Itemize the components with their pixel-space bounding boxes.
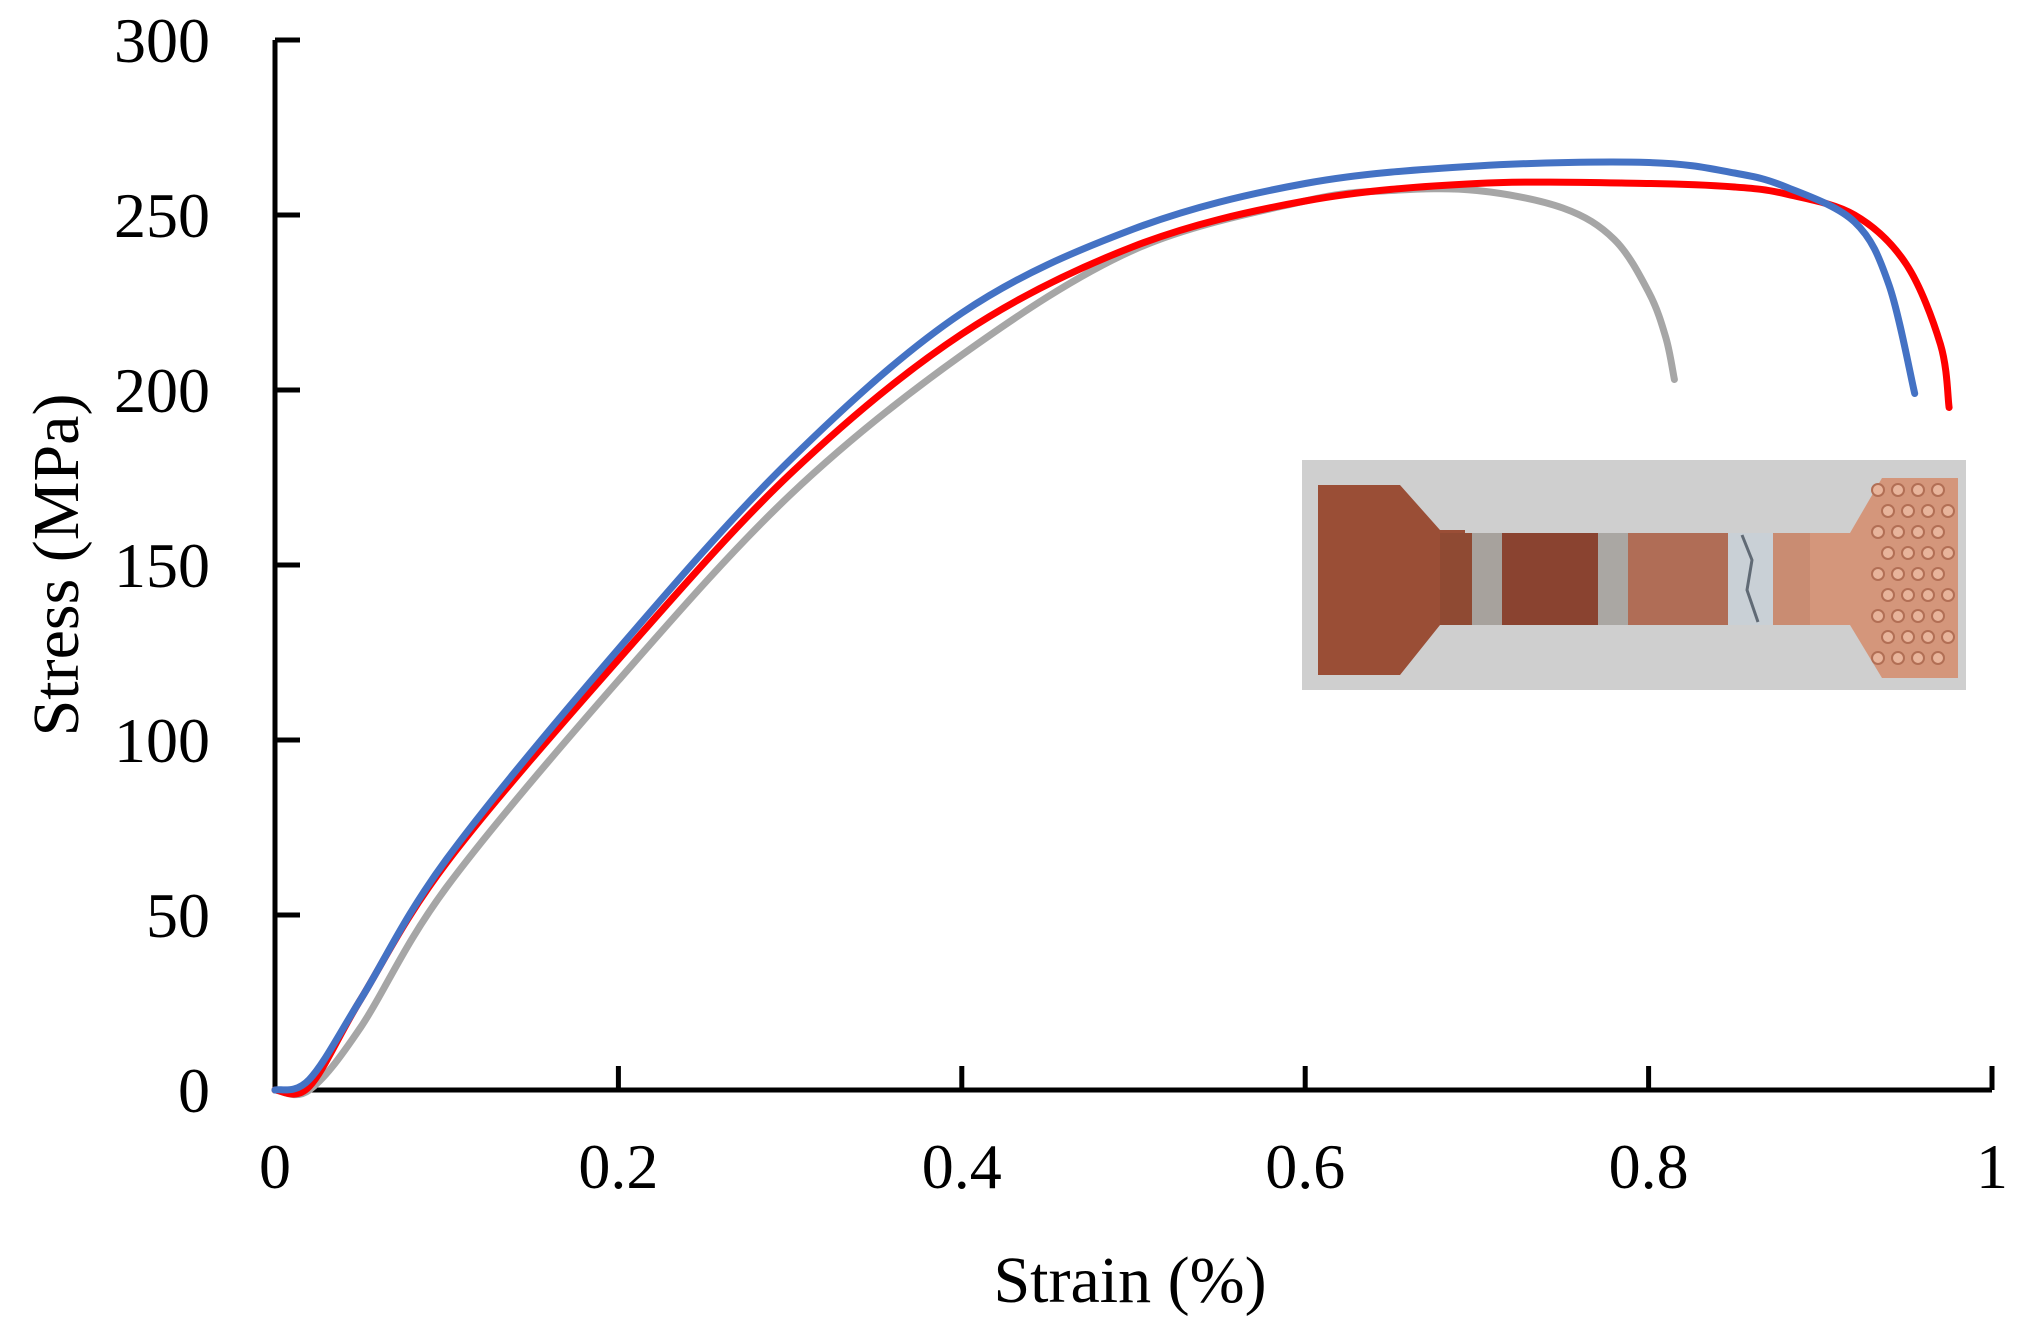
knurl-dot (1871, 609, 1885, 623)
y-tick-label: 50 (146, 880, 210, 951)
knurl-dot (1891, 567, 1905, 581)
y-ticks: 0 50 100 150 200 250 300 (114, 5, 300, 1126)
knurl-dot (1931, 651, 1945, 665)
specimen-photo-inset (1302, 460, 1966, 690)
knurl-dot (1941, 504, 1955, 518)
knurl-dot (1911, 609, 1925, 623)
knurl-dot (1891, 483, 1905, 497)
knurl-dot (1871, 483, 1885, 497)
knurl-dot (1931, 609, 1945, 623)
knurl-dot (1881, 546, 1895, 560)
knurl-dot (1901, 504, 1915, 518)
x-tick-label: 1 (1976, 1131, 2008, 1202)
y-tick-label: 300 (114, 5, 210, 76)
knurl-dot (1921, 630, 1935, 644)
y-tick-label: 150 (114, 530, 210, 601)
x-tick-label: 0 (259, 1131, 291, 1202)
knurl-dot (1881, 630, 1895, 644)
knurl-dot (1941, 630, 1955, 644)
knurl-dot (1901, 588, 1915, 602)
y-tick-label: 250 (114, 180, 210, 251)
series-line-3 (271, 158, 1919, 1094)
knurl-dot (1921, 588, 1935, 602)
knurl-dot (1911, 483, 1925, 497)
knurl-dot (1921, 546, 1935, 560)
knurl-pattern (1871, 483, 1955, 665)
x-tick-label: 0.6 (1265, 1131, 1345, 1202)
knurl-dot (1871, 525, 1885, 539)
knurl-dot (1901, 546, 1915, 560)
x-ticks: 0 0.2 0.4 0.6 0.8 1 (259, 1066, 2008, 1202)
x-tick-label: 0.8 (1609, 1131, 1689, 1202)
knurl-dot (1871, 567, 1885, 581)
knurl-dot (1911, 567, 1925, 581)
knurl-dot (1921, 504, 1935, 518)
y-axis-title: Stress (MPa) (20, 394, 93, 737)
x-tick-label: 0.2 (578, 1131, 658, 1202)
knurl-dot (1881, 588, 1895, 602)
y-tick-label: 200 (114, 355, 210, 426)
knurl-dot (1871, 651, 1885, 665)
knurl-dot (1881, 504, 1895, 518)
knurl-dot (1941, 588, 1955, 602)
knurl-dot (1891, 651, 1905, 665)
knurl-dot (1911, 651, 1925, 665)
x-tick-label: 0.4 (922, 1131, 1002, 1202)
y-tick-label: 0 (178, 1055, 210, 1126)
knurl-dot (1901, 630, 1915, 644)
knurl-dot (1941, 546, 1955, 560)
series-line-1 (271, 185, 1678, 1099)
series-layer (271, 158, 1953, 1099)
y-tick-label: 100 (114, 705, 210, 776)
knurl-dot (1891, 609, 1905, 623)
knurl-dot (1931, 483, 1945, 497)
knurl-dot (1891, 525, 1905, 539)
x-axis-title: Strain (%) (993, 1244, 1266, 1317)
knurl-dot (1911, 525, 1925, 539)
knurl-dot (1931, 567, 1945, 581)
knurl-dot (1931, 525, 1945, 539)
